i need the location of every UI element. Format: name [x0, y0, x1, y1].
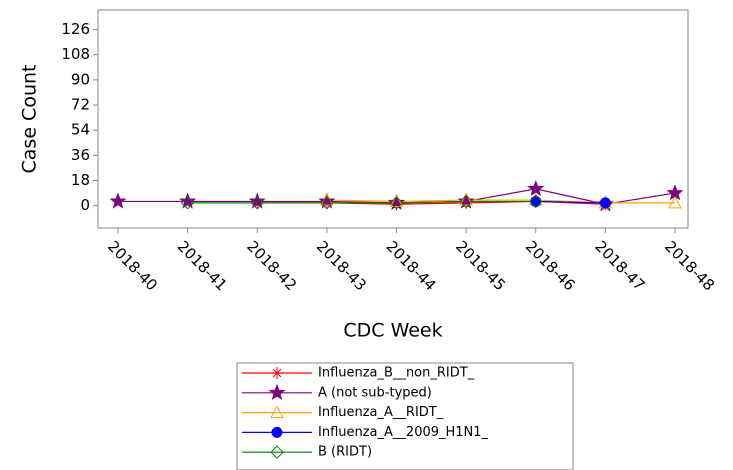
y-tick-label: 0	[80, 196, 90, 214]
series-line	[535, 200, 606, 204]
x-tick-label: 2018-41	[174, 237, 231, 294]
marker	[320, 196, 334, 210]
marker	[248, 192, 266, 209]
marker	[268, 383, 286, 401]
marker	[180, 196, 195, 210]
y-tick-label: 54	[71, 121, 90, 139]
y-tick-label: 108	[61, 45, 90, 63]
marker	[527, 179, 545, 197]
marker	[529, 194, 543, 209]
marker	[250, 196, 264, 210]
y-tick-label: 18	[71, 171, 90, 189]
x-tick-label: 2018-45	[452, 237, 509, 294]
legend-text: Influenza_B__non_RIDT_	[318, 366, 475, 381]
marker	[271, 367, 283, 379]
x-tick-label: 2018-43	[313, 237, 370, 294]
x-tick-label: 2018-48	[661, 237, 718, 294]
y-tick-label: 72	[71, 96, 90, 114]
marker	[109, 192, 127, 209]
legend-text: Influenza_A__RIDT_	[318, 405, 444, 420]
x-axis-label: CDC Week	[343, 320, 442, 342]
legend-text: Influenza_A__2009_H1N1_	[318, 425, 489, 440]
y-axis-label: Case Count	[19, 65, 41, 174]
marker	[668, 195, 682, 209]
y-tick-label: 36	[71, 146, 90, 164]
x-tick-label: 2018-42	[243, 237, 300, 294]
x-tick-label: 2018-47	[591, 237, 648, 294]
x-tick-label: 2018-40	[104, 237, 161, 294]
marker	[389, 196, 404, 210]
marker	[389, 194, 404, 207]
x-tick-label: 2018-44	[382, 237, 439, 294]
marker	[270, 445, 284, 459]
marker	[530, 195, 542, 207]
marker	[270, 405, 284, 419]
plot-frame	[97, 9, 689, 229]
y-tick-label: 90	[71, 70, 90, 88]
marker	[459, 194, 473, 209]
x-tick-label: 2018-46	[522, 237, 579, 294]
y-tick-label: 126	[61, 20, 90, 38]
marker	[459, 193, 473, 206]
series-line	[187, 200, 536, 204]
legend-text: B (RIDT)	[318, 445, 372, 460]
marker	[599, 197, 611, 209]
series-line	[326, 199, 675, 204]
marker	[179, 192, 197, 209]
marker	[271, 426, 283, 438]
legend-text: A (not sub-typed)	[318, 385, 432, 400]
